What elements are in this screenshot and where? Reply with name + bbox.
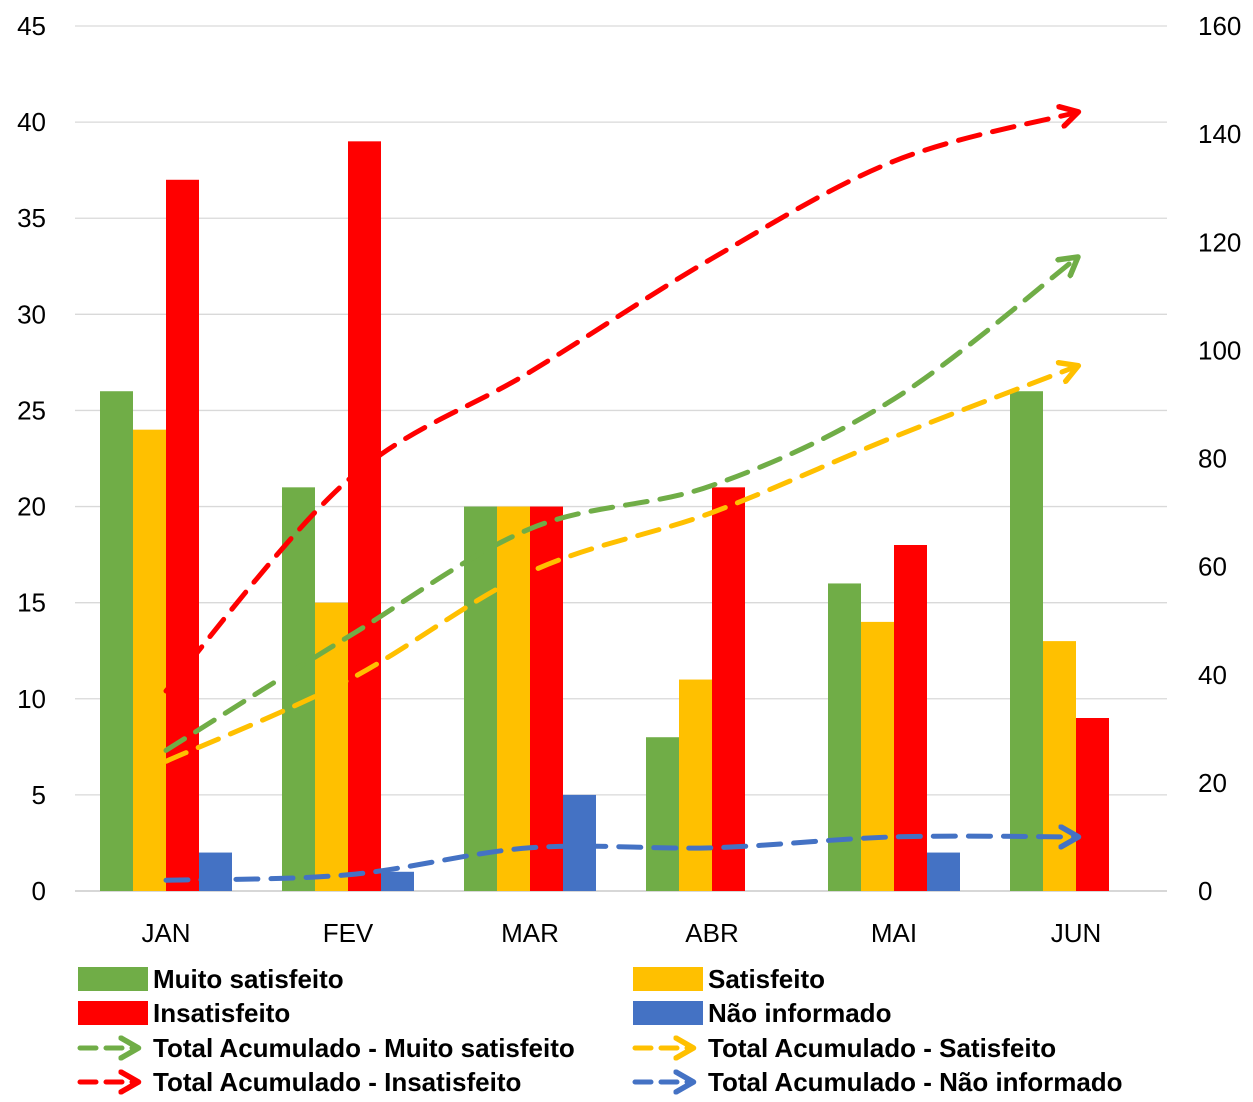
category-axis: JAN FEV MAR ABR MAI JUN <box>141 918 1101 948</box>
right-axis-tick-label: 120 <box>1198 227 1241 257</box>
bar-n-o-informado <box>563 794 596 891</box>
line-total-acumulado-insatisfeito <box>163 113 1076 694</box>
category-label: MAR <box>501 918 559 948</box>
bar-muito-satisfeito <box>1010 391 1043 891</box>
legend-item: Total Acumulado - Satisfeito <box>632 1033 1056 1063</box>
left-axis: 0 5 10 15 20 25 30 35 40 45 <box>17 11 46 906</box>
left-axis-tick-label: 35 <box>17 203 46 233</box>
bar-muito-satisfeito <box>464 506 497 891</box>
bar-insatisfeito <box>712 487 745 891</box>
legend-swatch <box>78 967 148 991</box>
right-axis-tick-label: 160 <box>1198 11 1241 41</box>
legend-label: Não informado <box>708 998 891 1028</box>
bar-insatisfeito <box>530 506 563 891</box>
left-axis-tick-label: 15 <box>17 588 46 618</box>
right-axis-tick-label: 80 <box>1198 444 1227 474</box>
bar-satisfeito <box>679 679 712 891</box>
legend-swatch <box>633 967 703 991</box>
category-label: MAI <box>871 918 917 948</box>
bar-satisfeito <box>1043 641 1076 891</box>
legend-item: Muito satisfeito <box>78 964 344 994</box>
legend-label: Total Acumulado - Muito satisfeito <box>153 1033 575 1063</box>
right-axis: 0 20 40 60 80 100 120 140 160 <box>1198 11 1241 906</box>
cumulative-lines <box>163 113 1076 883</box>
right-axis-tick-label: 20 <box>1198 768 1227 798</box>
right-axis-tick-label: 40 <box>1198 660 1227 690</box>
category-label: JUN <box>1051 918 1102 948</box>
bars <box>100 141 1109 892</box>
left-axis-tick-label: 30 <box>17 299 46 329</box>
legend-item: Total Acumulado - Insatisfeito <box>77 1067 521 1097</box>
bar-satisfeito <box>133 429 166 891</box>
bar-muito-satisfeito <box>646 737 679 891</box>
left-axis-tick-label: 40 <box>17 107 46 137</box>
left-axis-tick-label: 0 <box>32 876 46 906</box>
legend: Muito satisfeito Satisfeito Insatisfeito Nã… <box>77 964 1123 1097</box>
bar-insatisfeito <box>348 141 381 892</box>
bar-n-o-informado <box>927 852 960 891</box>
legend-label: Insatisfeito <box>153 998 290 1028</box>
legend-item: Total Acumulado - Não informado <box>632 1067 1123 1097</box>
bar-n-o-informado <box>381 871 414 891</box>
left-axis-tick-label: 45 <box>17 11 46 41</box>
left-axis-tick-label: 5 <box>32 780 46 810</box>
bar-n-o-informado <box>199 852 232 891</box>
right-axis-tick-label: 0 <box>1198 876 1212 906</box>
right-axis-tick-label: 60 <box>1198 552 1227 582</box>
line-total-acumulado-satisfeito <box>163 367 1076 764</box>
left-axis-tick-label: 10 <box>17 684 46 714</box>
bar-satisfeito <box>861 621 894 891</box>
left-axis-tick-label: 25 <box>17 395 46 425</box>
legend-item: Insatisfeito <box>78 998 290 1028</box>
line-total-acumulado-n-o-informado <box>163 836 1076 883</box>
legend-label: Total Acumulado - Insatisfeito <box>153 1067 521 1097</box>
legend-item: Satisfeito <box>633 964 825 994</box>
line-total-acumulado-muito-satisfeito <box>163 259 1076 753</box>
legend-label: Total Acumulado - Não informado <box>708 1067 1123 1097</box>
bar-satisfeito <box>497 506 530 891</box>
bar-muito-satisfeito <box>828 583 861 891</box>
legend-label: Muito satisfeito <box>153 964 344 994</box>
category-label: JAN <box>141 918 190 948</box>
category-label: FEV <box>323 918 374 948</box>
left-axis-tick-label: 20 <box>17 492 46 522</box>
gridlines <box>75 25 1167 892</box>
bar-muito-satisfeito <box>100 391 133 891</box>
bar-satisfeito <box>315 602 348 891</box>
bar-insatisfeito <box>166 179 199 891</box>
legend-item: Não informado <box>633 998 891 1028</box>
category-label: ABR <box>685 918 738 948</box>
legend-label: Total Acumulado - Satisfeito <box>708 1033 1056 1063</box>
legend-item: Total Acumulado - Muito satisfeito <box>77 1033 575 1063</box>
bar-insatisfeito <box>1076 718 1109 891</box>
right-axis-tick-label: 140 <box>1198 119 1241 149</box>
legend-swatch <box>78 1001 148 1025</box>
legend-label: Satisfeito <box>708 964 825 994</box>
bar-insatisfeito <box>894 545 927 891</box>
right-axis-tick-label: 100 <box>1198 335 1241 365</box>
legend-swatch <box>633 1001 703 1025</box>
bar-muito-satisfeito <box>282 487 315 891</box>
